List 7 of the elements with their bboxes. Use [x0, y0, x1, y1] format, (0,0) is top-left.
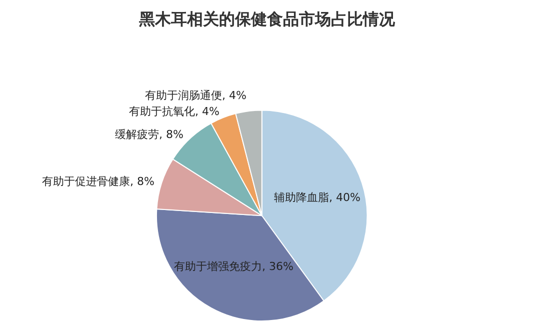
slice-label: 缓解疲劳, 8%	[115, 128, 184, 141]
slice-label: 有助于增强免疫力, 36%	[174, 260, 294, 273]
slice-label: 有助于促进骨健康, 8%	[42, 175, 154, 188]
chart-title: 黑木耳相关的保健食品市场占比情况	[138, 10, 396, 29]
slice-label: 辅助降血脂, 40%	[274, 191, 360, 204]
slice-label: 有助于润肠通便, 4%	[145, 89, 246, 102]
slice-label: 有助于抗氧化, 4%	[129, 105, 220, 118]
